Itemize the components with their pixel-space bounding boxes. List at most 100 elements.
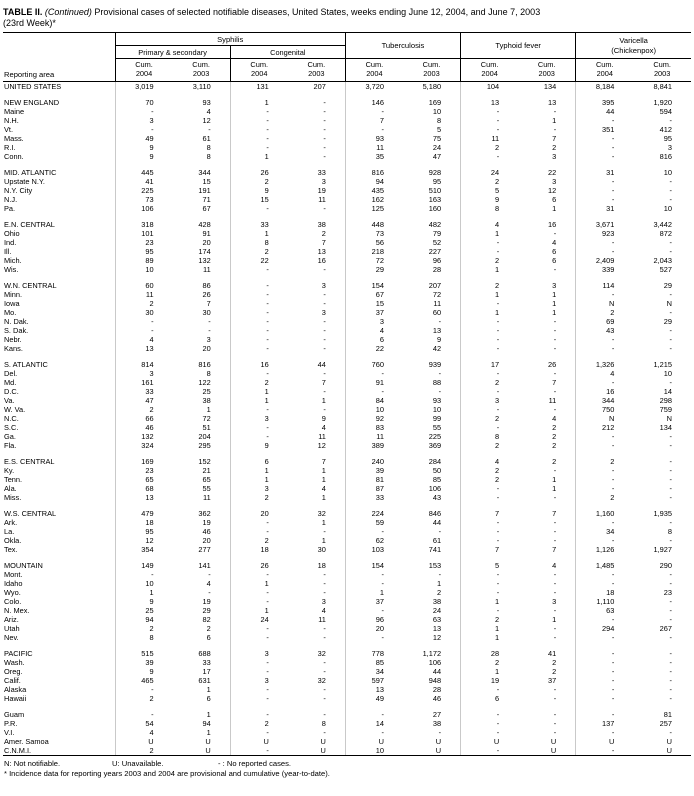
reporting-area-cell: La. (4, 527, 15, 537)
column-header-cum-2004: Cum. 2004 (575, 58, 634, 83)
value-cell: 354 (114, 545, 173, 555)
reporting-area-cell: Upstate N.Y. (4, 177, 45, 187)
value-cell: - (460, 606, 519, 616)
value-cell: 31 (575, 168, 634, 178)
reporting-area-cell: Colo. (4, 597, 22, 607)
value-cell: 13 (344, 685, 403, 695)
value-cell: 146 (344, 98, 403, 108)
value-cell: 163 (428, 195, 442, 205)
table-row: La. 95 46 - - - - - - 34 8 (3, 527, 691, 537)
value-cell: 15 (344, 299, 403, 309)
value-cell: 362 (198, 509, 211, 519)
value-cell: 212 (575, 423, 634, 433)
value-cell: 324 (114, 441, 173, 451)
value-cell: 4 (206, 579, 211, 589)
value-cell: 33 (114, 387, 173, 397)
value-cell: 24 (432, 606, 442, 616)
value-cell: 103 (344, 545, 403, 555)
value-cell: 114 (575, 281, 634, 291)
value-cell: 83 (344, 423, 403, 433)
table-row: P.R. 54 94 2 8 14 38 - - 137 257 (3, 719, 691, 729)
table-row: Okla. 12 20 2 1 62 61 - - - - (3, 536, 691, 546)
value-cell: - (460, 579, 519, 589)
value-cell: - (553, 125, 557, 135)
value-cell: - (669, 116, 672, 126)
value-cell: 597 (344, 676, 403, 686)
value-cell: 37 (344, 308, 403, 318)
value-cell: 1 (552, 290, 557, 300)
value-cell: 2 (460, 615, 519, 625)
reporting-area-cell: Miss. (4, 493, 22, 503)
value-cell: 86 (202, 281, 211, 291)
value-cell: 6 (460, 694, 519, 704)
table-row: Pa. 106 67 - - 125 160 8 1 31 10 (3, 204, 691, 214)
table-row: S. ATLANTIC 814 816 16 44 760 939 17 26 1,326 1,21… (3, 360, 691, 370)
value-cell: - (669, 484, 672, 494)
value-cell: 160 (428, 204, 442, 214)
reporting-area-cell: Ky. (4, 466, 15, 476)
value-cell: 412 (659, 125, 672, 135)
value-cell: 10 (663, 204, 672, 214)
value-cell: - (575, 143, 634, 153)
value-cell: 2 (575, 493, 634, 503)
value-cell: 369 (428, 441, 442, 451)
value-cell: U (575, 737, 634, 747)
value-cell: 1 (321, 536, 326, 546)
value-cell: - (460, 527, 519, 537)
value-cell: - (323, 125, 326, 135)
value-cell: 10 (663, 168, 672, 178)
value-cell: - (553, 694, 557, 704)
table-row: Ill. 95 174 2 13 218 227 - 6 - - (3, 247, 691, 257)
table-row: Iowa 2 7 - - 15 11 - 1 N N (3, 299, 691, 309)
value-cell: - (323, 710, 326, 720)
value-cell: 8 (114, 633, 173, 643)
column-header-cum-2004: Cum. 2004 (114, 58, 173, 83)
value-cell: 106 (114, 204, 173, 214)
value-cell: 72 (202, 414, 211, 424)
value-cell: 19 (202, 597, 211, 607)
reporting-area-cell: Wash. (4, 658, 25, 668)
value-cell: 26 (229, 168, 288, 178)
value-cell: 59 (344, 518, 403, 528)
table-row: Oreg. 9 17 - - 34 44 1 2 - - (3, 667, 691, 677)
value-cell: 1,935 (653, 509, 673, 519)
value-cell: 31 (575, 204, 634, 214)
value-cell: 750 (575, 405, 634, 415)
reporting-area-cell: Minn. (4, 290, 23, 300)
value-cell: 3 (460, 396, 519, 406)
value-cell: 2 (229, 536, 288, 546)
value-cell: - (229, 116, 288, 126)
value-cell: - (344, 125, 403, 135)
value-cell: 594 (659, 107, 672, 117)
value-cell: 14 (663, 387, 672, 397)
value-cell: - (460, 588, 519, 598)
value-cell: - (460, 728, 519, 738)
value-cell: 2 (552, 457, 557, 467)
value-cell: 51 (202, 423, 211, 433)
value-cell: 3,671 (575, 220, 634, 230)
reporting-area-cell: Nebr. (4, 335, 22, 345)
value-cell: 28 (460, 649, 519, 659)
value-cell: - (575, 579, 634, 589)
value-cell: 6 (552, 247, 557, 257)
value-cell: 12 (548, 186, 557, 196)
value-cell: 16 (229, 360, 288, 370)
value-cell: 631 (198, 676, 211, 686)
table-row: E.N. CENTRAL 318 428 33 38 448 482 4 16 3,671 3,44… (3, 220, 691, 230)
value-cell: - (229, 125, 288, 135)
value-cell: N (666, 299, 672, 309)
value-cell: 44 (575, 107, 634, 117)
value-cell: - (323, 98, 326, 108)
reporting-area-cell: S.C. (4, 423, 19, 433)
value-cell: 8 (436, 116, 442, 126)
value-cell: 94 (344, 177, 403, 187)
value-cell: 284 (428, 457, 442, 467)
value-cell: - (575, 335, 634, 345)
reporting-area-cell: Ill. (4, 247, 12, 257)
value-cell: 46 (114, 423, 173, 433)
table-row: PACIFIC 515 688 3 32 778 1,172 28 41 - - (3, 649, 691, 659)
value-cell: - (229, 335, 288, 345)
value-cell: 9 (321, 414, 326, 424)
table-row: Del. 3 8 - - - - - - 4 10 (3, 369, 691, 379)
value-cell: 101 (114, 229, 173, 239)
